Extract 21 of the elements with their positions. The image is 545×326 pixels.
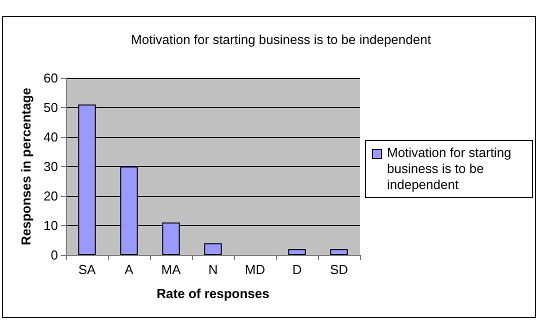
y-tick-label: 10 [44, 218, 58, 233]
y-tick-label: 40 [44, 130, 58, 144]
x-tick-label: MD [244, 262, 266, 277]
y-tick-label: 0 [50, 248, 58, 262]
x-tick-label: A [124, 262, 134, 277]
y-tick-label: 30 [44, 159, 58, 174]
x-tick-label: D [292, 262, 302, 277]
chart-title: Motivation for starting business is to be independent [131, 32, 432, 47]
bar [204, 243, 222, 255]
y-tick-label: 50 [44, 100, 58, 115]
x-tick-label: N [208, 262, 218, 277]
bar [288, 249, 306, 255]
y-axis-title: Responses in percentage [18, 88, 34, 246]
legend-label: Motivation for starting business is to be independent [387, 145, 512, 193]
bar [330, 249, 348, 255]
x-axis-title: Rate of responses [156, 286, 270, 301]
x-tick-label: SD [330, 262, 348, 277]
y-tick-label: 60 [44, 70, 58, 86]
x-tick-label: SA [78, 262, 96, 277]
x-tick-label: MA [161, 262, 182, 277]
y-tick-label: 20 [44, 188, 58, 204]
